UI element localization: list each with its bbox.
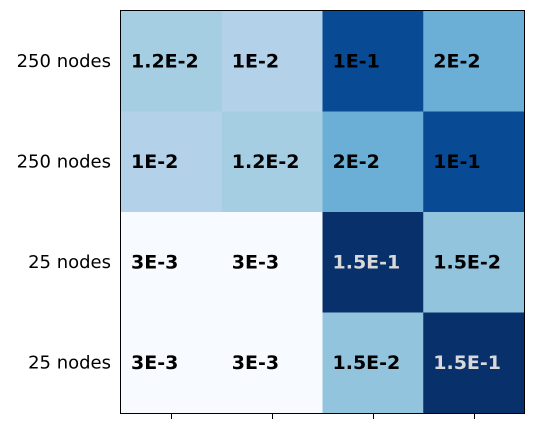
cell-value-label-r2-c0: 3E-3 xyxy=(131,251,178,273)
cell-value-label-r1-c0: 1E-2 xyxy=(131,151,178,173)
cell-value-label-r3-c2: 1.5E-2 xyxy=(333,352,401,374)
cell-value-label-r0-c3: 2E-2 xyxy=(433,50,480,72)
cell-value-label-r3-c1: 3E-3 xyxy=(232,352,279,374)
y-tick-labels: 250 nodes 250 nodes 25 nodes 25 nodes xyxy=(17,51,111,374)
y-tick-label-row-0: 250 nodes xyxy=(17,51,111,72)
cell-value-label-r0-c1: 1E-2 xyxy=(232,50,279,72)
cell-value-label-r0-c2: 1E-1 xyxy=(333,50,380,72)
cell-value-label-r2-c2: 1.5E-1 xyxy=(333,251,401,273)
cell-value-label-r3-c3: 1.5E-1 xyxy=(433,352,501,374)
cell-value-label-r2-c1: 3E-3 xyxy=(232,251,279,273)
cell-value-label-r1-c1: 1.2E-2 xyxy=(232,151,300,173)
cell-value-label-r1-c3: 1E-1 xyxy=(433,151,480,173)
y-tick-label-row-2: 25 nodes xyxy=(28,252,111,273)
cell-value-label-r2-c3: 1.5E-2 xyxy=(433,251,501,273)
cell-value-label-r3-c0: 3E-3 xyxy=(131,352,178,374)
cell-value-label-r1-c2: 2E-2 xyxy=(333,151,380,173)
y-tick-label-row-3: 25 nodes xyxy=(28,352,111,373)
cell-value-label-r0-c0: 1.2E-2 xyxy=(131,50,199,72)
y-tick-label-row-1: 250 nodes xyxy=(17,151,111,172)
